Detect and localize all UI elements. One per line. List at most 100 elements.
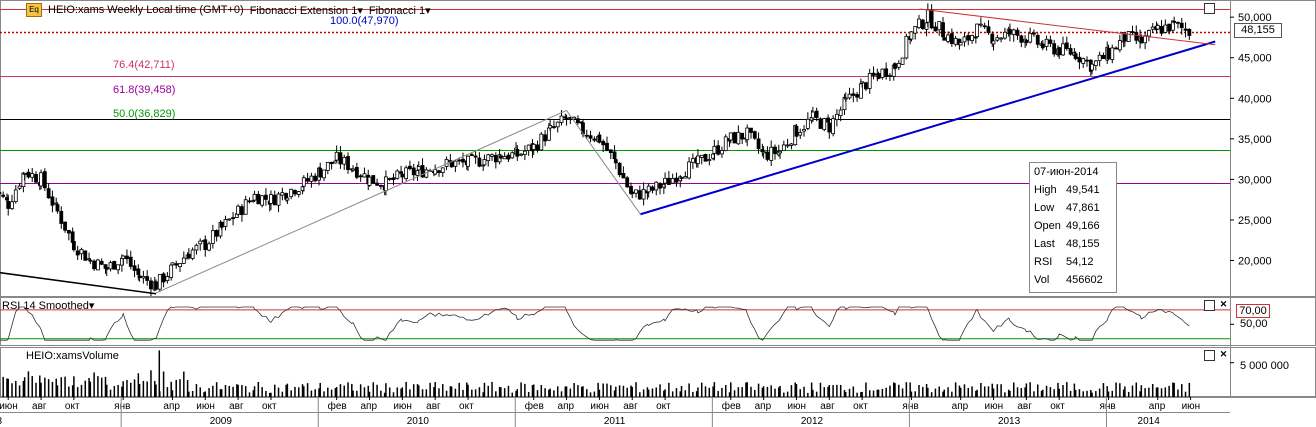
candle-down — [814, 110, 819, 118]
candle-up — [958, 42, 963, 46]
candle-down — [477, 157, 482, 167]
candle-down — [949, 33, 954, 44]
candle-up — [720, 150, 724, 155]
candle-down — [256, 193, 261, 205]
candle-down — [293, 190, 297, 195]
candle-down — [99, 260, 104, 265]
rsi-axis-label: 50,00 — [1240, 318, 1268, 330]
candle-down — [752, 131, 757, 139]
candle-up — [1150, 26, 1155, 30]
candle-down — [658, 183, 662, 189]
candle-up — [190, 249, 195, 259]
candle-up — [116, 264, 121, 271]
study-fibonacci[interactable]: Fibonacci 1▾ — [369, 4, 431, 17]
study-fibonacci-extension[interactable]: Fibonacci Extension 1▾ — [250, 4, 363, 17]
candle-up — [995, 37, 1000, 41]
candle-down — [174, 263, 179, 266]
candle-down — [1057, 47, 1062, 56]
candle-up — [723, 136, 728, 152]
candle-down — [137, 275, 142, 278]
trend-line — [640, 40, 1216, 216]
close-icon[interactable]: ✕ — [1219, 349, 1228, 359]
candle-up — [17, 185, 22, 189]
year-label: 2014 — [1138, 416, 1161, 427]
candle-up — [227, 218, 232, 221]
info-label: High — [1034, 184, 1057, 196]
info-label: Open — [1034, 220, 1061, 232]
candle-up — [1081, 58, 1086, 64]
candle-down — [1130, 31, 1135, 34]
candle-down — [1015, 29, 1020, 36]
eq-icon[interactable]: Eq — [26, 3, 42, 17]
candle-up — [781, 144, 786, 151]
chevron-down-icon: ▾ — [357, 4, 363, 17]
candle-up — [789, 143, 794, 146]
candle-up — [178, 263, 182, 268]
candle-up — [198, 240, 203, 245]
volume-axis-label: 5 000 000 — [1240, 360, 1289, 372]
month-label: апр — [558, 401, 575, 412]
candle-up — [453, 160, 458, 167]
candle-down — [1085, 59, 1089, 62]
candle-down — [732, 132, 737, 144]
candle-down — [378, 184, 383, 187]
candle-down — [461, 158, 465, 163]
maximize-icon[interactable] — [1204, 350, 1215, 361]
candle-down — [1, 194, 6, 197]
info-row-vol: Vol 456602 — [1030, 271, 1116, 289]
candle-down — [1073, 53, 1078, 60]
candle-down — [420, 165, 425, 178]
month-label: янв — [1099, 401, 1115, 412]
candle-down — [50, 196, 55, 206]
candle-down — [1077, 56, 1082, 63]
rsi-line — [0, 306, 1190, 341]
rsi-panel-title[interactable]: RSI 14 Smoothed▾ — [2, 299, 94, 312]
candle-down — [128, 256, 133, 267]
trend-line — [566, 110, 641, 215]
candle-down — [1064, 42, 1069, 50]
candle-up — [170, 262, 175, 266]
candle-up — [322, 169, 326, 179]
candle-down — [358, 175, 363, 178]
month-label: фев — [525, 400, 544, 412]
candle-up — [1171, 20, 1175, 31]
candle-down — [411, 167, 416, 176]
candle-down — [929, 9, 934, 29]
candle-down — [305, 178, 310, 182]
candle-down — [1134, 31, 1139, 41]
candle-up — [1093, 60, 1098, 66]
rsi-title-label: RSI 14 Smoothed — [2, 300, 89, 312]
candle-down — [346, 156, 350, 170]
candle-up — [1110, 47, 1115, 60]
candle-down — [66, 230, 71, 234]
y-tick-label: 35,000 — [1238, 134, 1272, 146]
candle-up — [39, 172, 43, 187]
candle-down — [1008, 29, 1012, 35]
symbol-title[interactable]: HEIO:xams Weekly Local time (GMT+0) — [48, 4, 244, 16]
candle-up — [946, 34, 950, 42]
candle-down — [864, 82, 868, 90]
maximize-icon[interactable] — [1204, 300, 1215, 311]
year-label: 2009 — [210, 416, 233, 427]
candle-up — [736, 131, 741, 145]
candle-up — [978, 23, 983, 26]
candle-down — [83, 250, 88, 261]
candle-down — [0, 191, 2, 195]
candle-down — [613, 159, 618, 164]
candle-up — [1097, 54, 1102, 62]
candle-up — [526, 144, 531, 151]
info-date: 07-июн-2014 — [1034, 166, 1099, 178]
candle-up — [937, 21, 942, 31]
candle-up — [289, 188, 294, 197]
candle-up — [728, 132, 733, 141]
close-icon[interactable]: ✕ — [1219, 299, 1228, 309]
ohlc-info-box: 07-июн-2014 High 49,541 Low 47,861 Open 49,… — [1029, 162, 1117, 293]
candle-up — [276, 193, 281, 206]
month-label: июн — [787, 401, 806, 412]
month-label: апр — [952, 401, 969, 412]
candle-up — [1163, 24, 1168, 33]
candle-up — [466, 155, 470, 167]
maximize-icon[interactable] — [1204, 3, 1215, 14]
candle-up — [1061, 43, 1065, 56]
candle-up — [13, 189, 18, 203]
